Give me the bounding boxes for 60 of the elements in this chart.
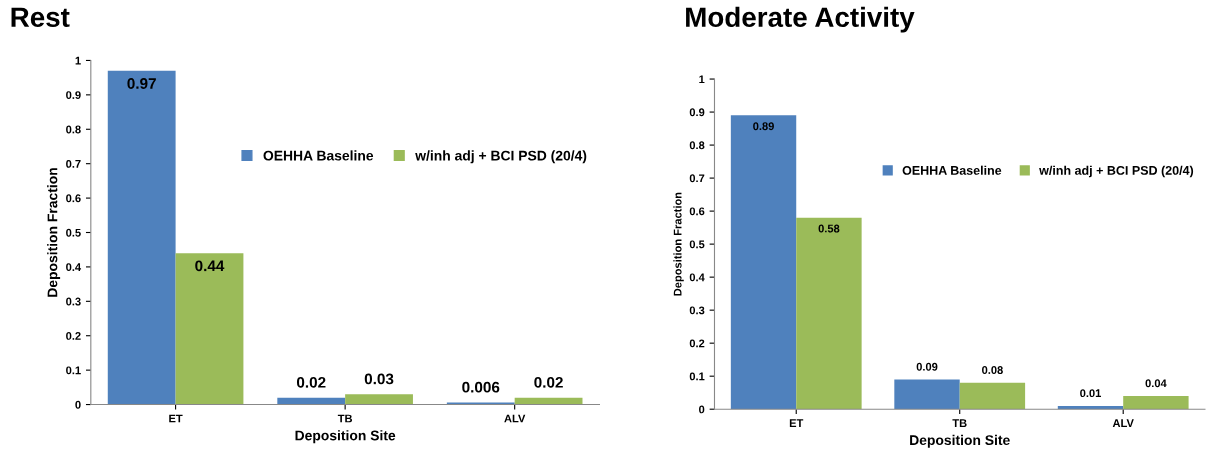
y-tick-label: 0 bbox=[75, 400, 81, 409]
y-axis-title: Deposition Fraction bbox=[673, 192, 684, 296]
x-axis-title: Deposition Site bbox=[910, 434, 1010, 448]
bar bbox=[730, 115, 797, 410]
legend-label: w/inh adj + BCI PSD (20/4) bbox=[415, 150, 587, 164]
bar bbox=[796, 217, 862, 410]
data-label: 0.97 bbox=[127, 78, 156, 89]
legend-label: w/inh adj + BCI PSD (20/4) bbox=[1039, 165, 1194, 178]
data-label: 0.01 bbox=[1080, 389, 1102, 398]
y-tick-label: 0.1 bbox=[66, 366, 81, 375]
data-label: 0.89 bbox=[753, 122, 774, 131]
bar bbox=[1057, 405, 1124, 410]
y-tick-label: 0.7 bbox=[66, 159, 81, 168]
bar bbox=[1123, 395, 1189, 410]
bar bbox=[345, 394, 413, 405]
bar bbox=[446, 402, 515, 405]
y-tick-label: 0.3 bbox=[689, 306, 705, 315]
data-label: 0.44 bbox=[195, 260, 225, 272]
y-tick-label: 1 bbox=[699, 75, 705, 84]
x-tick-label: ET bbox=[169, 414, 183, 423]
legend-label: OEHHA Baseline bbox=[902, 165, 1002, 175]
y-tick-label: 0 bbox=[699, 405, 705, 414]
y-tick-label: 0.5 bbox=[689, 240, 705, 249]
data-label: 0.02 bbox=[534, 376, 563, 388]
y-tick-label: 0.1 bbox=[689, 372, 705, 381]
bar bbox=[175, 253, 244, 405]
x-tick-label: TB bbox=[952, 419, 967, 427]
data-label: 0.09 bbox=[916, 362, 938, 371]
x-tick-label: ALV bbox=[1112, 419, 1134, 427]
x-tick-label: ET bbox=[789, 419, 804, 427]
y-tick-label: 0.9 bbox=[66, 91, 81, 99]
data-label: 0.08 bbox=[982, 366, 1003, 374]
y-tick-label: 0.8 bbox=[689, 141, 705, 150]
y-tick-label: 0.8 bbox=[66, 125, 81, 134]
data-label: 0.02 bbox=[296, 376, 326, 388]
x-tick-label: TB bbox=[337, 414, 353, 423]
data-label: 0.006 bbox=[462, 381, 500, 393]
y-tick-label: 1 bbox=[75, 56, 81, 65]
chart-title: Rest bbox=[11, 7, 70, 28]
y-tick-label: 0.6 bbox=[689, 207, 705, 216]
y-tick-label: 0.6 bbox=[66, 194, 81, 203]
chart-title: Moderate Activity bbox=[686, 6, 915, 33]
y-tick-label: 0.4 bbox=[689, 273, 705, 282]
data-label: 0.58 bbox=[818, 224, 840, 233]
y-tick-label: 0.2 bbox=[66, 332, 81, 340]
x-axis-title: Deposition Site bbox=[295, 430, 396, 444]
y-tick-label: 0.9 bbox=[689, 108, 705, 117]
y-tick-label: 0.3 bbox=[66, 297, 81, 306]
bar bbox=[894, 379, 960, 410]
data-label: 0.03 bbox=[364, 373, 394, 385]
bar bbox=[107, 70, 176, 405]
y-tick-label: 0.4 bbox=[66, 263, 82, 272]
y-tick-label: 0.5 bbox=[66, 228, 81, 237]
y-tick-label: 0.2 bbox=[689, 339, 705, 348]
data-label: 0.04 bbox=[1145, 379, 1167, 388]
y-axis-title: Deposition Fraction bbox=[47, 168, 61, 297]
y-tick-label: 0.7 bbox=[689, 174, 705, 183]
bar bbox=[959, 382, 1026, 410]
legend-label: OEHHA Baseline bbox=[263, 150, 374, 161]
x-tick-label: ALV bbox=[504, 414, 526, 423]
